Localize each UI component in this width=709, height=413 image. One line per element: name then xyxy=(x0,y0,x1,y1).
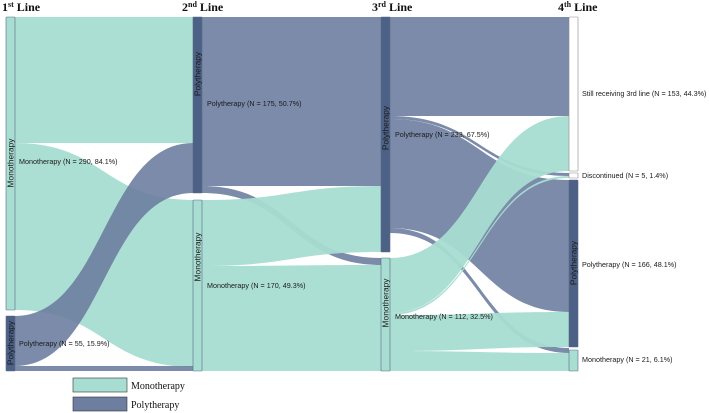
flow-l2poly-l3poly xyxy=(202,17,381,186)
nodes xyxy=(5,16,579,372)
node-name-l2-poly: Polytherapy xyxy=(193,51,203,96)
node-name-l3-poly: Polytherapy xyxy=(381,105,391,150)
flow-l3mono-l4poly xyxy=(390,312,569,351)
node-l2-polytherapy xyxy=(192,16,203,194)
node-l3-monotherapy xyxy=(380,257,391,372)
flow-l2mono-l3poly xyxy=(202,186,381,266)
legend-label-polytherapy: Polytherapy xyxy=(131,400,179,411)
legend-label-monotherapy: Monotherapy xyxy=(131,381,185,392)
flow-l3poly-l4disc xyxy=(390,116,569,176)
label-l1-poly: Polytherapy (N = 55, 15.9%) xyxy=(19,339,110,348)
flow-l3poly-l4still xyxy=(390,17,569,116)
label-l4-still: Still receiving 3rd line (N = 153, 44.3%… xyxy=(582,89,706,98)
flow-l1poly-l2poly xyxy=(15,143,193,366)
flow-l3mono-l4disc xyxy=(390,176,569,315)
node-names: Monotherapy Polytherapy Polytherapy Mono… xyxy=(6,51,579,365)
node-name-l1-poly: Polytherapy xyxy=(6,320,16,365)
node-l3-polytherapy xyxy=(380,16,391,253)
header-line-2: 2nd Line xyxy=(182,0,224,14)
node-name-l1-mono: Monotherapy xyxy=(6,138,16,188)
node-l1-monotherapy xyxy=(5,16,16,311)
value-labels: Monotherapy (N = 290, 84.1%) Polytherapy… xyxy=(19,89,706,364)
flow-l1poly-l2mono xyxy=(15,366,193,371)
node-l4-monotherapy xyxy=(568,349,579,372)
flow-l1mono-l2poly xyxy=(15,17,193,143)
header-line-3: 3rd Line xyxy=(372,0,413,14)
node-name-l2-mono: Monotherapy xyxy=(193,232,203,282)
label-l4-disc: Discontinued (N = 5, 1.4%) xyxy=(582,171,668,180)
label-l2-mono: Monotherapy (N = 170, 49.3%) xyxy=(207,281,305,290)
node-l1-polytherapy xyxy=(5,315,16,372)
node-name-l3-mono: Monotherapy xyxy=(381,278,391,328)
column-headers: 1st Line 2nd Line 3rd Line 4th Line xyxy=(2,0,598,14)
label-l4-poly: Polytherapy (N = 166, 48.1%) xyxy=(582,260,677,269)
header-line-4: 4th Line xyxy=(558,0,598,14)
legend-swatch-monotherapy xyxy=(72,377,128,393)
label-l2-poly: Polytherapy (N = 175, 50.7%) xyxy=(207,99,302,108)
node-l4-discontinued xyxy=(568,172,579,179)
label-l1-mono: Monotherapy (N = 290, 84.1%) xyxy=(19,157,117,166)
label-l4-mono: Monotherapy (N = 21, 6.1%) xyxy=(582,355,673,364)
flow-l3mono-l4still xyxy=(390,116,569,313)
flow-l3poly-l4mono xyxy=(390,228,569,353)
header-line-1: 1st Line xyxy=(2,0,41,14)
flow-links xyxy=(15,17,569,371)
node-l4-still-receiving xyxy=(568,16,579,172)
node-l4-polytherapy xyxy=(568,179,579,348)
label-l3-mono: Monotherapy (N = 112, 32.5%) xyxy=(395,312,493,321)
legend: Monotherapy Polytherapy xyxy=(72,377,185,412)
node-l2-monotherapy xyxy=(192,199,203,372)
node-name-l4-poly: Polytherapy xyxy=(569,240,579,285)
flow-l2mono-l3mono xyxy=(202,265,381,371)
legend-swatch-polytherapy xyxy=(72,396,128,412)
label-l3-poly: Polytherapy (N = 233, 67.5%) xyxy=(395,130,490,139)
flow-l3mono-l4mono xyxy=(390,351,569,371)
